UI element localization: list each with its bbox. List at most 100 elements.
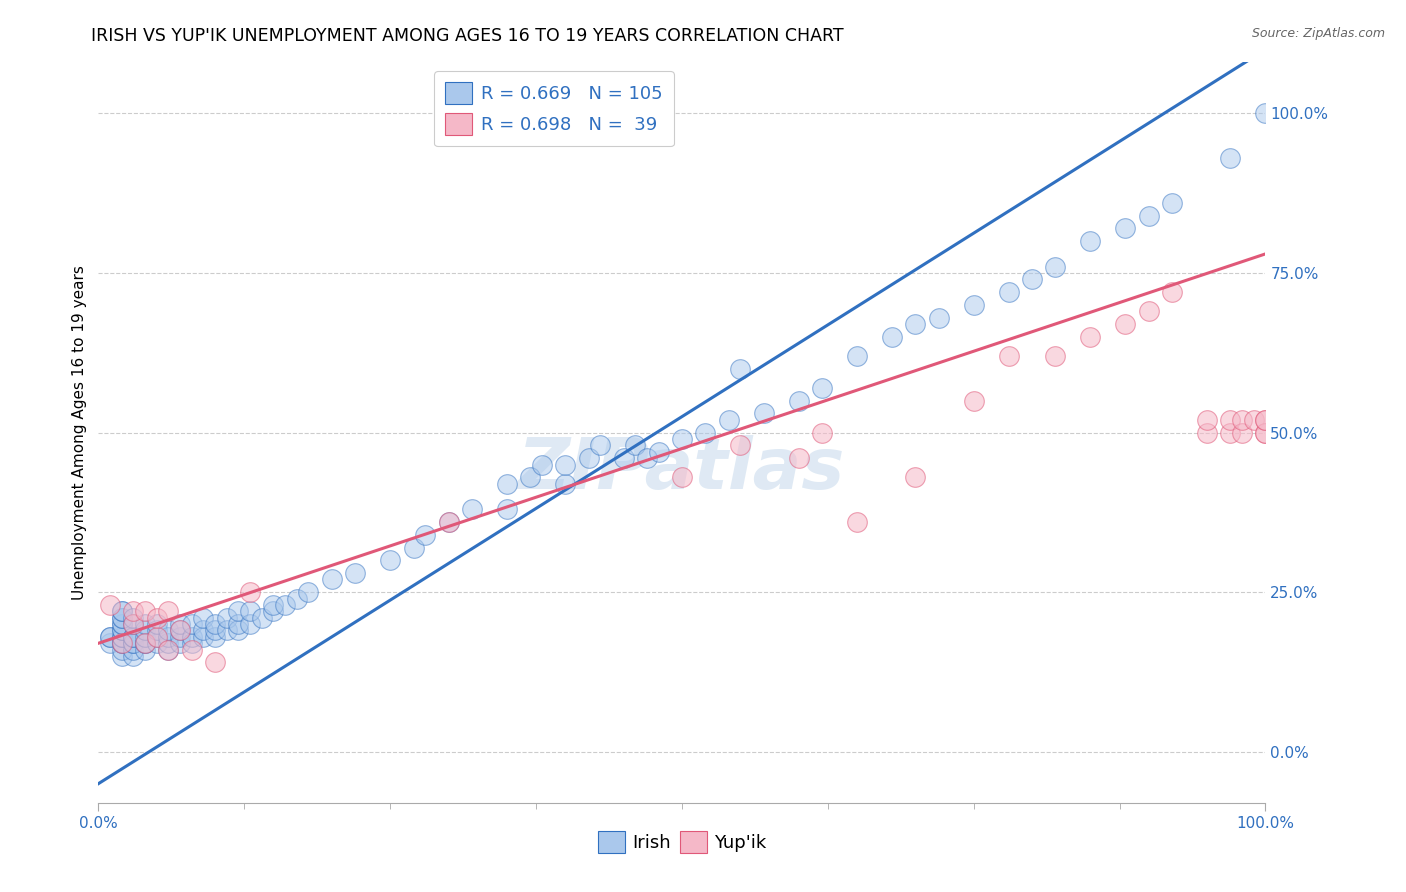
Point (1080, 330, 1102, 344)
Point (98, 630, 121, 644)
Point (122, 617, 145, 632)
Point (169, 630, 191, 644)
Point (134, 636, 156, 650)
Point (111, 604, 134, 618)
Point (239, 604, 262, 618)
Legend: Irish, Yup'ik: Irish, Yup'ik (591, 824, 773, 861)
Point (880, 330, 903, 344)
Point (344, 566, 367, 580)
Text: IRISH VS YUP'IK UNEMPLOYMENT AMONG AGES 16 TO 19 YEARS CORRELATION CHART: IRISH VS YUP'IK UNEMPLOYMENT AMONG AGES … (91, 27, 844, 45)
Point (787, 393, 810, 408)
Point (239, 585, 262, 599)
Point (787, 451, 810, 466)
Point (1137, 304, 1160, 318)
Point (589, 438, 612, 452)
Point (146, 636, 169, 650)
Point (671, 470, 693, 484)
Point (193, 611, 215, 625)
Point (157, 624, 180, 638)
Point (111, 630, 134, 644)
Y-axis label: Unemployment Among Ages 16 to 19 years: Unemployment Among Ages 16 to 19 years (72, 265, 87, 600)
Point (180, 617, 202, 632)
Point (530, 458, 553, 472)
Point (215, 611, 238, 625)
Point (204, 624, 226, 638)
Point (228, 617, 250, 632)
Point (1254, 425, 1277, 440)
Point (1254, 106, 1277, 120)
Point (169, 617, 191, 632)
Point (98, 636, 121, 650)
Point (437, 515, 460, 529)
Point (122, 630, 145, 644)
Text: Source: ZipAtlas.com: Source: ZipAtlas.com (1251, 27, 1385, 40)
Point (111, 624, 134, 638)
Point (647, 444, 669, 458)
Point (122, 648, 145, 663)
Point (962, 393, 984, 408)
Point (111, 617, 134, 632)
Point (111, 642, 134, 657)
Point (111, 624, 134, 638)
Point (928, 310, 950, 325)
Point (250, 611, 273, 625)
Point (554, 458, 576, 472)
Point (613, 451, 636, 466)
Point (1161, 285, 1184, 300)
Point (180, 642, 202, 657)
Point (730, 438, 752, 452)
Point (111, 611, 134, 625)
Point (695, 425, 717, 440)
Point (146, 624, 169, 638)
Point (297, 585, 319, 599)
Point (134, 624, 156, 638)
Point (98, 598, 121, 612)
Point (122, 611, 145, 625)
Point (846, 349, 869, 363)
Point (1254, 425, 1277, 440)
Point (122, 630, 145, 644)
Point (111, 604, 134, 618)
Point (730, 361, 752, 376)
Point (997, 285, 1019, 300)
Point (846, 515, 869, 529)
Point (134, 617, 156, 632)
Point (134, 630, 156, 644)
Point (811, 381, 834, 395)
Point (321, 573, 343, 587)
Point (578, 451, 600, 466)
Point (274, 598, 297, 612)
Point (122, 636, 145, 650)
Point (111, 648, 134, 663)
Point (111, 630, 134, 644)
Point (228, 604, 250, 618)
Point (111, 636, 134, 650)
Point (193, 624, 215, 638)
Point (122, 617, 145, 632)
Point (380, 553, 402, 567)
Point (262, 604, 284, 618)
Point (204, 656, 226, 670)
Point (146, 630, 169, 644)
Point (1195, 425, 1218, 440)
Point (122, 642, 145, 657)
Point (636, 451, 658, 466)
Point (962, 298, 984, 312)
Point (134, 604, 156, 618)
Point (134, 636, 156, 650)
Point (98, 630, 121, 644)
Point (111, 636, 134, 650)
Point (1219, 151, 1241, 165)
Point (146, 630, 169, 644)
Point (717, 413, 740, 427)
Point (169, 636, 191, 650)
Point (111, 636, 134, 650)
Point (146, 611, 169, 625)
Point (1080, 234, 1102, 248)
Point (1021, 272, 1043, 286)
Point (1045, 349, 1067, 363)
Point (285, 591, 308, 606)
Point (134, 636, 156, 650)
Point (111, 611, 134, 625)
Point (671, 432, 693, 446)
